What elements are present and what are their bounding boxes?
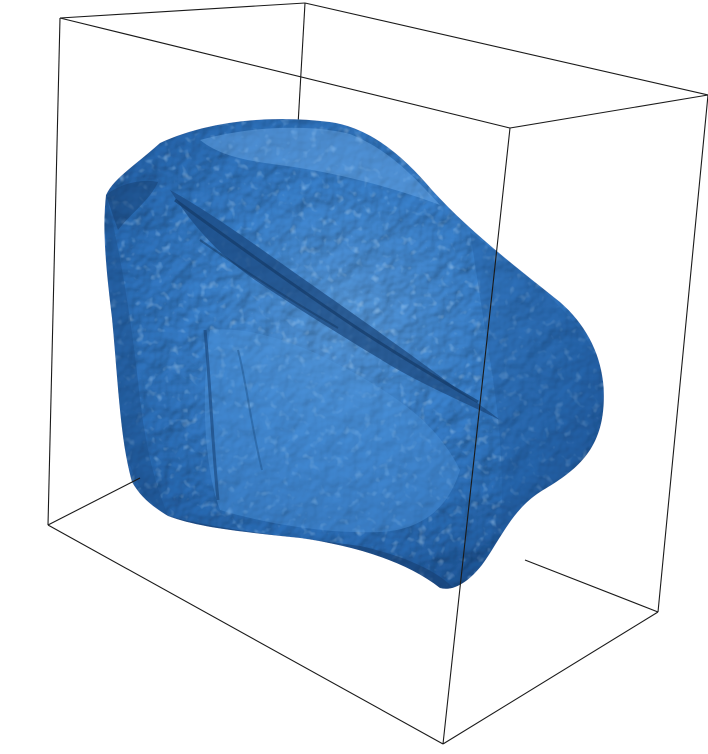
- bounding-box-back-edges: [59, 2, 708, 126]
- isosurface-mesh[interactable]: [100, 110, 620, 600]
- bounding-box-front-edges: [47, 17, 708, 745]
